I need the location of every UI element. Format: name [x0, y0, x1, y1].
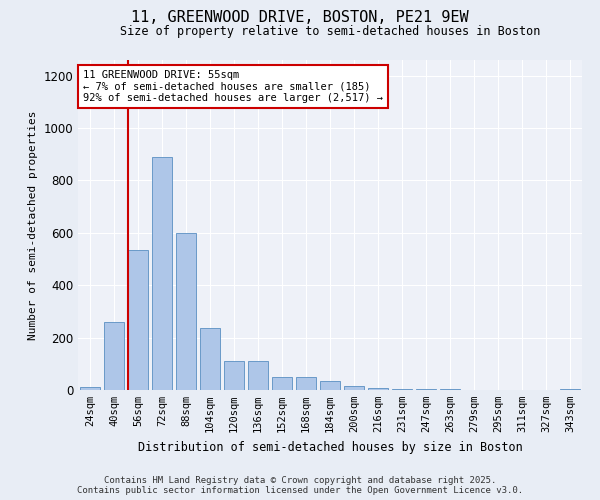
Bar	[344, 386, 364, 390]
Bar	[296, 377, 316, 390]
Title: Size of property relative to semi-detached houses in Boston: Size of property relative to semi-detach…	[120, 25, 540, 38]
Bar	[224, 361, 244, 390]
Bar	[560, 388, 580, 390]
Bar	[176, 233, 196, 390]
Text: Contains HM Land Registry data © Crown copyright and database right 2025.
Contai: Contains HM Land Registry data © Crown c…	[77, 476, 523, 495]
Text: 11, GREENWOOD DRIVE, BOSTON, PE21 9EW: 11, GREENWOOD DRIVE, BOSTON, PE21 9EW	[131, 10, 469, 25]
Bar	[200, 328, 220, 390]
Bar	[272, 377, 292, 390]
Bar	[248, 361, 268, 390]
Bar	[392, 388, 412, 390]
X-axis label: Distribution of semi-detached houses by size in Boston: Distribution of semi-detached houses by …	[137, 440, 523, 454]
Text: 11 GREENWOOD DRIVE: 55sqm
← 7% of semi-detached houses are smaller (185)
92% of : 11 GREENWOOD DRIVE: 55sqm ← 7% of semi-d…	[83, 70, 383, 103]
Bar	[80, 388, 100, 390]
Bar	[104, 322, 124, 390]
Bar	[320, 381, 340, 390]
Y-axis label: Number of semi-detached properties: Number of semi-detached properties	[28, 110, 38, 340]
Bar	[128, 250, 148, 390]
Bar	[368, 388, 388, 390]
Bar	[152, 157, 172, 390]
